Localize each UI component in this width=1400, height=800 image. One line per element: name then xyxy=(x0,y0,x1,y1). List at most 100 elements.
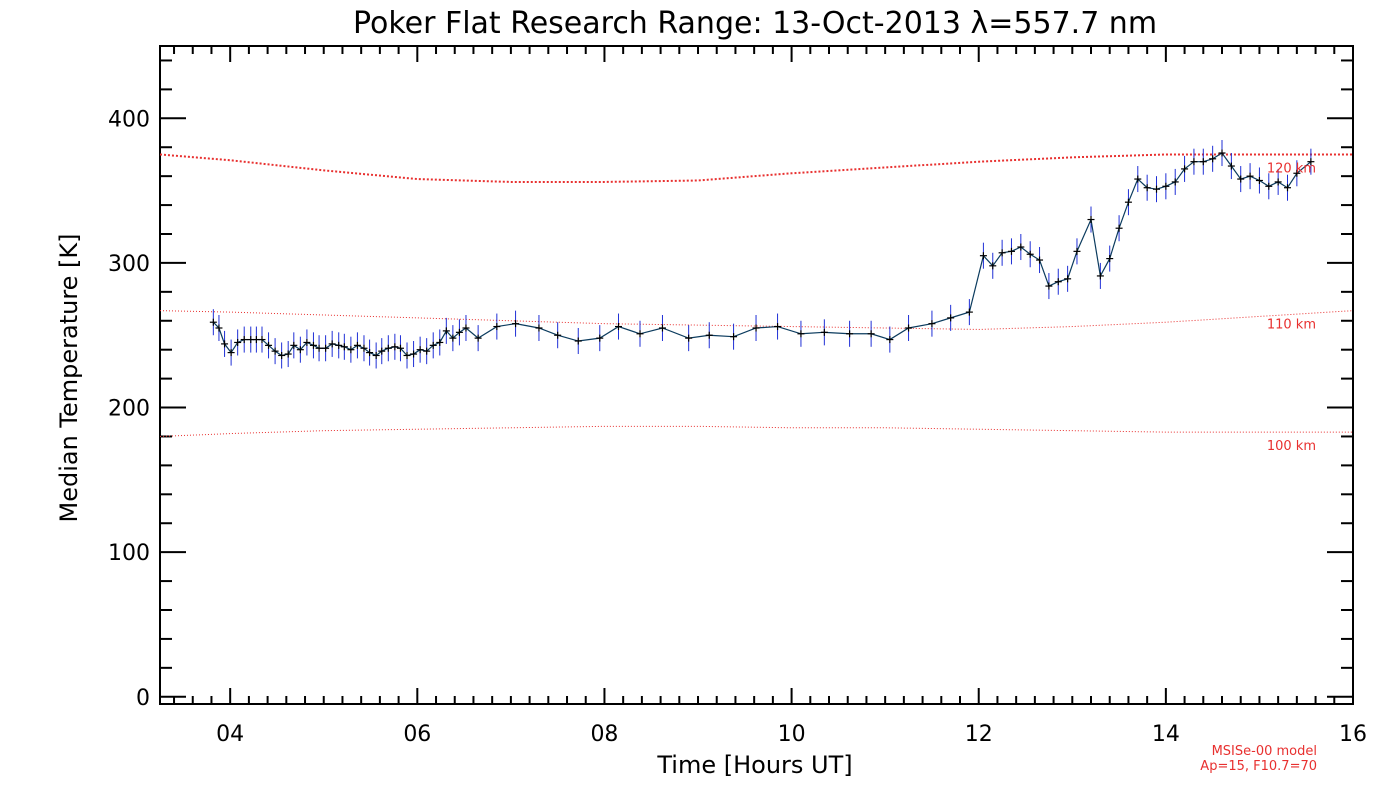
data-point xyxy=(1237,175,1245,183)
data-point xyxy=(328,340,336,348)
x-tick-label: 06 xyxy=(403,722,431,747)
data-point xyxy=(1171,178,1179,186)
data-point xyxy=(462,324,470,332)
km-label-100-km: 100 km xyxy=(1267,439,1316,454)
data-point xyxy=(820,328,828,336)
data-point xyxy=(965,308,973,316)
model-lines xyxy=(159,153,1354,437)
data-point xyxy=(1153,185,1161,193)
data-point xyxy=(947,314,955,322)
data-point xyxy=(396,344,404,352)
x-tick-label: 14 xyxy=(1152,722,1180,747)
y-tick-label: 300 xyxy=(108,252,150,277)
data-markers xyxy=(209,149,1315,359)
data-point xyxy=(366,349,374,357)
data-point xyxy=(1143,184,1151,192)
data-point xyxy=(215,324,223,332)
x-tick-label: 16 xyxy=(1339,722,1367,747)
data-point xyxy=(1255,176,1263,184)
data-point xyxy=(474,334,482,342)
data-point xyxy=(1115,224,1123,232)
data-point xyxy=(284,350,292,358)
data-point xyxy=(797,330,805,338)
data-point xyxy=(1246,172,1254,180)
model-note-line-1: MSISe-00 model xyxy=(1212,744,1317,759)
data-point xyxy=(410,350,418,358)
y-tick-labels: 0 100 200 300 400 xyxy=(108,107,150,710)
data-point xyxy=(774,323,782,331)
data-point xyxy=(886,336,894,344)
data-point xyxy=(442,327,450,335)
data-point xyxy=(227,349,235,357)
data-point xyxy=(449,334,457,342)
data-point xyxy=(384,344,392,352)
data-point xyxy=(1134,175,1142,183)
data-point xyxy=(730,333,738,341)
data-point xyxy=(429,341,437,349)
data-point xyxy=(1036,256,1044,264)
model-line-110-km xyxy=(159,310,1354,330)
data-point xyxy=(378,347,386,355)
data-point xyxy=(596,334,604,342)
data-point xyxy=(340,343,348,351)
data-point xyxy=(303,338,311,346)
data-point xyxy=(416,346,424,354)
data-point xyxy=(989,262,997,270)
data-point xyxy=(512,320,520,328)
data-point xyxy=(1017,243,1025,251)
data-point xyxy=(271,347,279,355)
y-tick-label: 100 xyxy=(108,541,150,566)
data-point xyxy=(1045,282,1053,290)
data-point xyxy=(1181,165,1189,173)
model-note-line-2: Ap=15, F10.7=70 xyxy=(1200,759,1317,774)
data-point xyxy=(290,341,298,349)
data-point xyxy=(1218,149,1226,157)
data-point xyxy=(1162,182,1170,190)
data-point xyxy=(1227,162,1235,170)
x-axis-label: Time [Hours UT] xyxy=(656,751,852,779)
x-tick-label: 04 xyxy=(216,722,244,747)
y-tick-label: 0 xyxy=(136,686,150,711)
data-point xyxy=(278,351,286,359)
error-bars xyxy=(212,140,1312,369)
data-point xyxy=(1087,216,1095,224)
temperature-line xyxy=(212,152,1312,357)
data-point xyxy=(1274,178,1282,186)
data-line xyxy=(212,152,1312,357)
data-point xyxy=(1307,158,1315,166)
data-point xyxy=(614,323,622,331)
data-point xyxy=(1199,158,1207,166)
data-point xyxy=(1007,247,1015,255)
y-axis-label: Median Temperature [K] xyxy=(55,233,83,522)
data-point xyxy=(636,330,644,338)
x-tick-labels: 04 06 08 10 12 14 16 xyxy=(216,722,1367,747)
data-point xyxy=(1064,275,1072,283)
y-tick-label: 400 xyxy=(108,107,150,132)
data-point xyxy=(1106,255,1114,263)
x-tick-label: 12 xyxy=(965,722,993,747)
data-point xyxy=(240,336,248,344)
data-point xyxy=(296,346,304,354)
plot-frame xyxy=(159,45,1354,705)
data-point xyxy=(979,252,987,260)
chart-title: Poker Flat Research Range: 13-Oct-2013 λ… xyxy=(353,6,1157,41)
x-tick-label: 08 xyxy=(590,722,618,747)
data-point xyxy=(554,331,562,339)
plot-border xyxy=(159,45,1354,705)
km-labels: 120 km 110 km 100 km xyxy=(1267,161,1316,454)
data-point xyxy=(846,330,854,338)
data-point xyxy=(403,351,411,359)
data-point xyxy=(258,336,266,344)
data-point xyxy=(905,324,913,332)
data-point xyxy=(1265,182,1273,190)
data-point xyxy=(322,344,330,352)
data-point xyxy=(998,249,1006,257)
data-point xyxy=(209,318,217,326)
km-label-110-km: 110 km xyxy=(1267,318,1316,333)
data-point xyxy=(1096,272,1104,280)
data-point xyxy=(867,330,875,338)
data-point xyxy=(436,338,444,346)
data-point xyxy=(1026,250,1034,258)
data-point xyxy=(347,346,355,354)
